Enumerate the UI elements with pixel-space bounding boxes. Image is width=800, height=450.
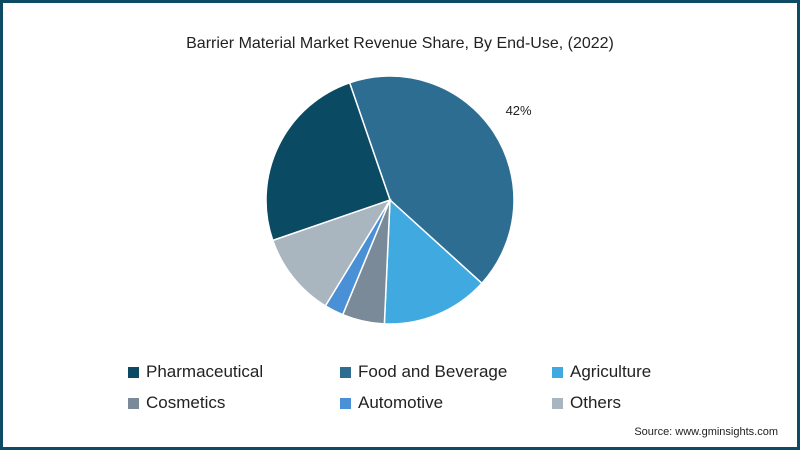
legend-label: Others — [570, 393, 622, 412]
legend-label: Automotive — [358, 393, 444, 412]
legend-item-agriculture: Agriculture — [552, 362, 651, 382]
pie-slice-others — [271, 198, 392, 307]
legend-item-pharmaceutical: Pharmaceutical — [128, 362, 263, 382]
legend-item-cosmetics: Cosmetics — [128, 393, 225, 413]
legend-label: Pharmaceutical — [146, 362, 264, 381]
legend-label: Agriculture — [570, 362, 652, 381]
legend-swatch — [340, 366, 351, 378]
legend-swatch — [128, 397, 139, 409]
legend-swatch — [340, 397, 351, 409]
source-note: Source: www.gminsights.com — [634, 426, 778, 438]
legend-item-others: Others — [552, 393, 621, 413]
legend-swatch — [552, 366, 563, 378]
legend-swatch — [128, 366, 139, 378]
chart-title: Barrier Material Market Revenue Share, B… — [186, 35, 614, 52]
legend-item-food-and-beverage: Food and Beverage — [340, 362, 507, 382]
legend-label: Food and Beverage — [358, 362, 508, 381]
pie-slice-agriculture — [383, 198, 483, 325]
legend-swatch — [552, 397, 563, 409]
pie-slice-food-and-beverage — [348, 75, 515, 285]
data-label-food-and-beverage: 42% — [506, 103, 532, 118]
pie-slice-pharmaceutical — [265, 81, 391, 242]
legend-label: Cosmetics — [146, 393, 226, 412]
legend-item-automotive: Automotive — [340, 393, 443, 413]
